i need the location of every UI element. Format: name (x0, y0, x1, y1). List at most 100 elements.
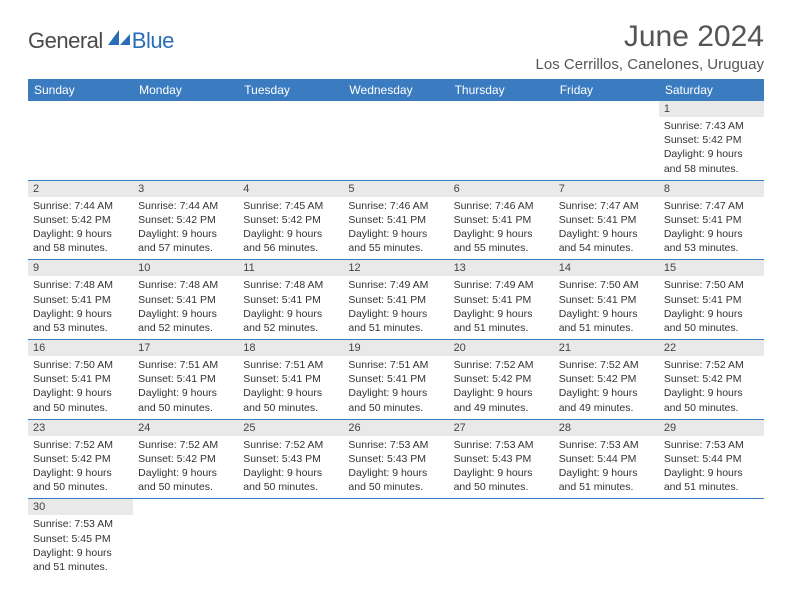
calendar-cell: 3Sunrise: 7:44 AMSunset: 5:42 PMDaylight… (133, 180, 238, 260)
calendar-cell: 18Sunrise: 7:51 AMSunset: 5:41 PMDayligh… (238, 340, 343, 420)
day-line: Sunset: 5:41 PM (348, 293, 443, 307)
day-line: Daylight: 9 hours (348, 227, 443, 241)
calendar-cell: 28Sunrise: 7:53 AMSunset: 5:44 PMDayligh… (554, 419, 659, 499)
calendar-cell: 14Sunrise: 7:50 AMSunset: 5:41 PMDayligh… (554, 260, 659, 340)
day-line: Sunrise: 7:53 AM (348, 438, 443, 452)
day-line: Sunrise: 7:52 AM (33, 438, 128, 452)
day-line: Daylight: 9 hours (348, 307, 443, 321)
day-line: Sunrise: 7:44 AM (33, 199, 128, 213)
day-header-saturday: Saturday (659, 79, 764, 101)
day-number: 7 (554, 181, 659, 197)
day-line: and 50 minutes. (454, 480, 549, 494)
day-line: Daylight: 9 hours (138, 227, 233, 241)
calendar-week: 23Sunrise: 7:52 AMSunset: 5:42 PMDayligh… (28, 419, 764, 499)
day-line: Daylight: 9 hours (138, 386, 233, 400)
calendar-cell (28, 101, 133, 180)
day-data: Sunrise: 7:52 AMSunset: 5:42 PMDaylight:… (28, 436, 133, 499)
calendar-cell: 21Sunrise: 7:52 AMSunset: 5:42 PMDayligh… (554, 340, 659, 420)
calendar-cell: 9Sunrise: 7:48 AMSunset: 5:41 PMDaylight… (28, 260, 133, 340)
day-line: Sunrise: 7:51 AM (243, 358, 338, 372)
day-data: Sunrise: 7:46 AMSunset: 5:41 PMDaylight:… (449, 197, 554, 260)
day-number: 4 (238, 181, 343, 197)
calendar-cell: 20Sunrise: 7:52 AMSunset: 5:42 PMDayligh… (449, 340, 554, 420)
day-line: Sunrise: 7:50 AM (664, 278, 759, 292)
day-line: Daylight: 9 hours (664, 466, 759, 480)
day-data: Sunrise: 7:53 AMSunset: 5:44 PMDaylight:… (554, 436, 659, 499)
day-line: Sunset: 5:41 PM (33, 372, 128, 386)
calendar-cell (133, 101, 238, 180)
day-line: Sunset: 5:41 PM (664, 213, 759, 227)
sail-icon (106, 28, 132, 53)
day-line: Sunset: 5:44 PM (559, 452, 654, 466)
calendar-cell: 22Sunrise: 7:52 AMSunset: 5:42 PMDayligh… (659, 340, 764, 420)
calendar-cell: 30Sunrise: 7:53 AMSunset: 5:45 PMDayligh… (28, 499, 133, 578)
day-line: and 50 minutes. (664, 401, 759, 415)
day-number: 27 (449, 420, 554, 436)
day-data: Sunrise: 7:52 AMSunset: 5:42 PMDaylight:… (133, 436, 238, 499)
day-line: and 50 minutes. (348, 401, 443, 415)
day-number: 23 (28, 420, 133, 436)
day-line: Daylight: 9 hours (454, 307, 549, 321)
day-line: Sunset: 5:43 PM (454, 452, 549, 466)
day-line: Daylight: 9 hours (454, 386, 549, 400)
day-number: 25 (238, 420, 343, 436)
day-data: Sunrise: 7:50 AMSunset: 5:41 PMDaylight:… (554, 276, 659, 339)
day-line: Sunset: 5:41 PM (454, 293, 549, 307)
day-header-friday: Friday (554, 79, 659, 101)
day-line: Sunset: 5:45 PM (33, 532, 128, 546)
day-number: 5 (343, 181, 448, 197)
calendar-cell: 13Sunrise: 7:49 AMSunset: 5:41 PMDayligh… (449, 260, 554, 340)
day-line: Daylight: 9 hours (454, 227, 549, 241)
day-line: and 58 minutes. (664, 162, 759, 176)
day-number: 21 (554, 340, 659, 356)
calendar-cell (449, 499, 554, 578)
day-data: Sunrise: 7:49 AMSunset: 5:41 PMDaylight:… (449, 276, 554, 339)
day-line: Sunrise: 7:51 AM (138, 358, 233, 372)
day-line: and 51 minutes. (454, 321, 549, 335)
day-data: Sunrise: 7:52 AMSunset: 5:43 PMDaylight:… (238, 436, 343, 499)
day-line: and 50 minutes. (348, 480, 443, 494)
day-line: Sunrise: 7:46 AM (454, 199, 549, 213)
day-data: Sunrise: 7:53 AMSunset: 5:43 PMDaylight:… (343, 436, 448, 499)
day-line: Daylight: 9 hours (33, 227, 128, 241)
day-data: Sunrise: 7:50 AMSunset: 5:41 PMDaylight:… (659, 276, 764, 339)
day-line: Sunrise: 7:48 AM (138, 278, 233, 292)
day-data: Sunrise: 7:50 AMSunset: 5:41 PMDaylight:… (28, 356, 133, 419)
day-data: Sunrise: 7:44 AMSunset: 5:42 PMDaylight:… (133, 197, 238, 260)
calendar-cell (133, 499, 238, 578)
day-data: Sunrise: 7:48 AMSunset: 5:41 PMDaylight:… (238, 276, 343, 339)
calendar-table: SundayMondayTuesdayWednesdayThursdayFrid… (28, 79, 764, 578)
logo-text-general: General (28, 28, 103, 54)
day-data: Sunrise: 7:45 AMSunset: 5:42 PMDaylight:… (238, 197, 343, 260)
day-line: Daylight: 9 hours (33, 546, 128, 560)
calendar-cell (343, 499, 448, 578)
day-line: and 50 minutes. (243, 480, 338, 494)
day-line: Sunset: 5:42 PM (138, 213, 233, 227)
day-number: 8 (659, 181, 764, 197)
day-line: Sunrise: 7:43 AM (664, 119, 759, 133)
calendar-week: 30Sunrise: 7:53 AMSunset: 5:45 PMDayligh… (28, 499, 764, 578)
calendar-week: 9Sunrise: 7:48 AMSunset: 5:41 PMDaylight… (28, 260, 764, 340)
day-line: Sunrise: 7:51 AM (348, 358, 443, 372)
calendar-cell: 26Sunrise: 7:53 AMSunset: 5:43 PMDayligh… (343, 419, 448, 499)
day-line: Sunset: 5:41 PM (33, 293, 128, 307)
day-line: Sunrise: 7:53 AM (559, 438, 654, 452)
calendar-cell: 4Sunrise: 7:45 AMSunset: 5:42 PMDaylight… (238, 180, 343, 260)
day-header-sunday: Sunday (28, 79, 133, 101)
calendar-cell: 11Sunrise: 7:48 AMSunset: 5:41 PMDayligh… (238, 260, 343, 340)
day-line: Sunset: 5:42 PM (33, 452, 128, 466)
day-line: and 58 minutes. (33, 241, 128, 255)
day-line: Sunrise: 7:50 AM (559, 278, 654, 292)
day-line: and 52 minutes. (243, 321, 338, 335)
day-line: and 57 minutes. (138, 241, 233, 255)
location: Los Cerrillos, Canelones, Uruguay (536, 56, 764, 73)
logo: General Blue (28, 28, 174, 54)
day-number: 30 (28, 499, 133, 515)
day-data: Sunrise: 7:52 AMSunset: 5:42 PMDaylight:… (659, 356, 764, 419)
header: General Blue June 2024 Los Cerrillos, Ca… (28, 20, 764, 73)
day-line: Sunset: 5:42 PM (559, 372, 654, 386)
day-number: 14 (554, 260, 659, 276)
day-data: Sunrise: 7:48 AMSunset: 5:41 PMDaylight:… (133, 276, 238, 339)
day-header-wednesday: Wednesday (343, 79, 448, 101)
day-number: 12 (343, 260, 448, 276)
